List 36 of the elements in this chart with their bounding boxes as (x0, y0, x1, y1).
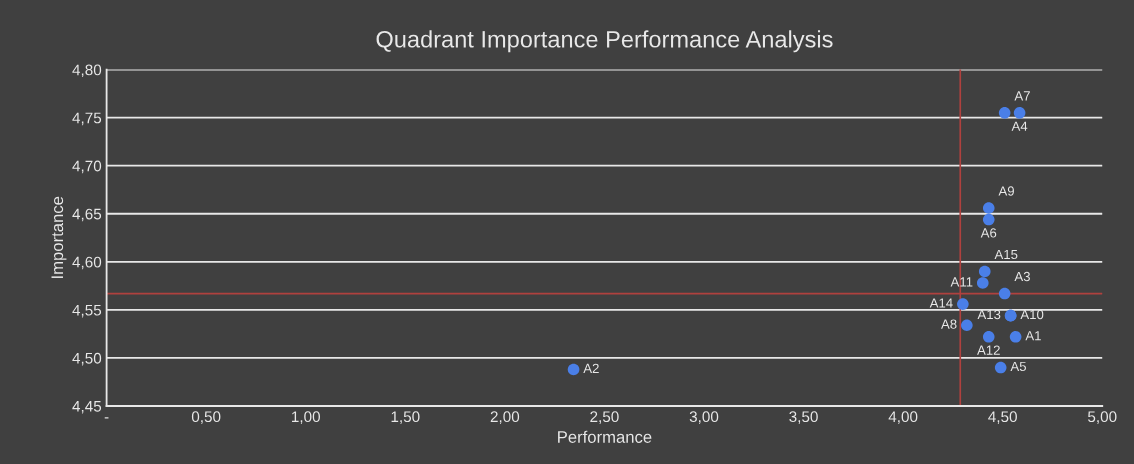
annotation: A8 (941, 319, 957, 329)
annotation: A10 (1020, 309, 1044, 320)
x-axis-title: Performance (558, 430, 652, 443)
y-tick-label: 4,80 (72, 64, 102, 78)
annotation: A14 (929, 298, 953, 308)
x-tick-label: 0,50 (191, 411, 221, 424)
x-tick-label: 2,00 (490, 411, 520, 424)
annotation: A13 (977, 309, 1001, 320)
x-tick-label: 2,50 (590, 411, 619, 424)
x-tick-label: 4,50 (988, 411, 1017, 424)
y-tick-label: 4,75 (72, 112, 102, 126)
x-tick-label: 5,00 (1087, 411, 1117, 424)
y-tick-label: 4,55 (72, 304, 102, 318)
annotation: A12 (977, 345, 1000, 355)
x-tick-label: 4,00 (888, 411, 918, 424)
annotation: A4 (1011, 121, 1028, 131)
y-tick-label: 4,60 (72, 256, 102, 270)
x-tick-label: 3,50 (789, 411, 818, 424)
chart-title: Quadrant Importance Performance Analysis (376, 30, 833, 53)
annotation: A9 (998, 186, 1014, 196)
annotation: A2 (583, 363, 599, 373)
y-tick-label: 4,65 (72, 208, 102, 222)
x-tick-label: 1,00 (292, 411, 320, 424)
annotation: A6 (980, 228, 997, 238)
y-tick-label: 4,45 (72, 401, 102, 414)
annotation: A7 (1014, 91, 1030, 101)
annotation: A5 (1010, 361, 1026, 372)
annotation: A3 (1014, 271, 1030, 282)
annotation: A1 (1025, 331, 1041, 341)
annotation: A15 (994, 249, 1018, 260)
y-tick-label: 4,50 (72, 352, 102, 366)
x-tick-label: 3,00 (689, 411, 719, 424)
x-tick-label: 1,50 (391, 411, 420, 424)
x-tick-label: - (104, 417, 109, 419)
y-axis-title: Importance (51, 196, 67, 278)
y-tick-label: 4,70 (72, 160, 102, 174)
